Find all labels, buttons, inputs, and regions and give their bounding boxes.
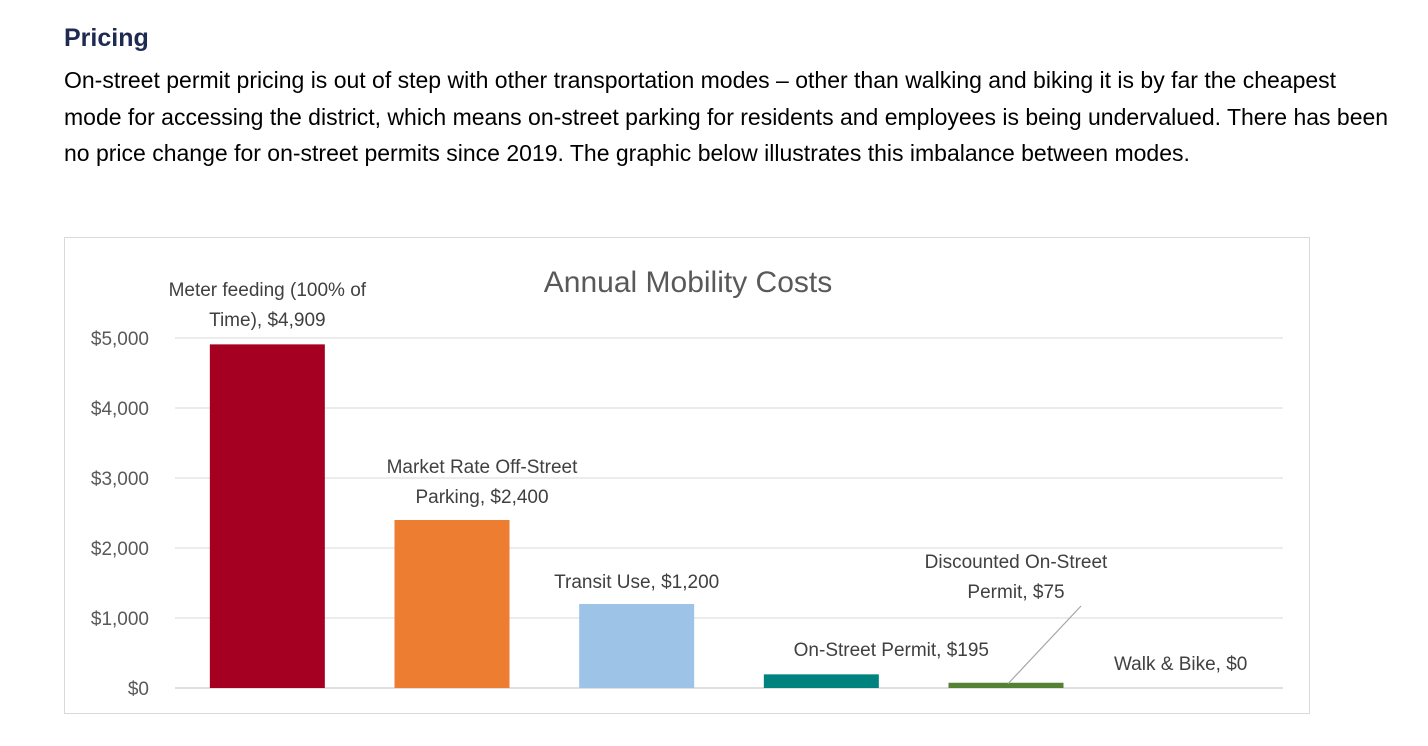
chart-title: Annual Mobility Costs	[544, 266, 832, 299]
y-tick-label: $4,000	[91, 399, 149, 420]
bars	[209, 344, 1064, 688]
data-label: Market Rate Off-Street Parking, $2,400	[387, 457, 578, 508]
bar	[763, 674, 879, 688]
data-label: Walk & Bike, $0	[1114, 654, 1247, 675]
bar	[948, 682, 1064, 688]
data-label: On-Street Permit, $195	[794, 640, 989, 661]
leader-line	[1007, 605, 1082, 685]
gridlines	[175, 337, 1283, 689]
bar	[394, 520, 510, 688]
data-label: Transit Use, $1,200	[554, 572, 719, 593]
y-tick-label: $1,000	[91, 609, 149, 630]
section-heading: Pricing	[64, 24, 149, 52]
data-label: Discounted On-Street Permit, $75	[925, 552, 1108, 603]
data-labels: Meter feeding (100% of Time), $4,909 Marke…	[169, 280, 1248, 675]
y-tick-label: $5,000	[91, 329, 149, 350]
section-paragraph: On-street permit pricing is out of step …	[64, 67, 1389, 166]
bar	[579, 604, 695, 688]
bar-chart: $0 $1,000 $2,000 $3,000 $4,000 $5,000 Meter f…	[91, 266, 1283, 700]
y-tick-label: $2,000	[91, 539, 149, 560]
bar	[209, 344, 325, 688]
y-tick-label: $3,000	[91, 469, 149, 490]
leader-lines	[1007, 605, 1082, 685]
y-tick-label: $0	[128, 679, 149, 700]
chart-container: $0 $1,000 $2,000 $3,000 $4,000 $5,000 Meter f…	[64, 237, 1310, 714]
data-label: Meter feeding (100% of Time), $4,909	[169, 280, 367, 331]
y-axis-ticks: $0 $1,000 $2,000 $3,000 $4,000 $5,000	[91, 329, 149, 700]
